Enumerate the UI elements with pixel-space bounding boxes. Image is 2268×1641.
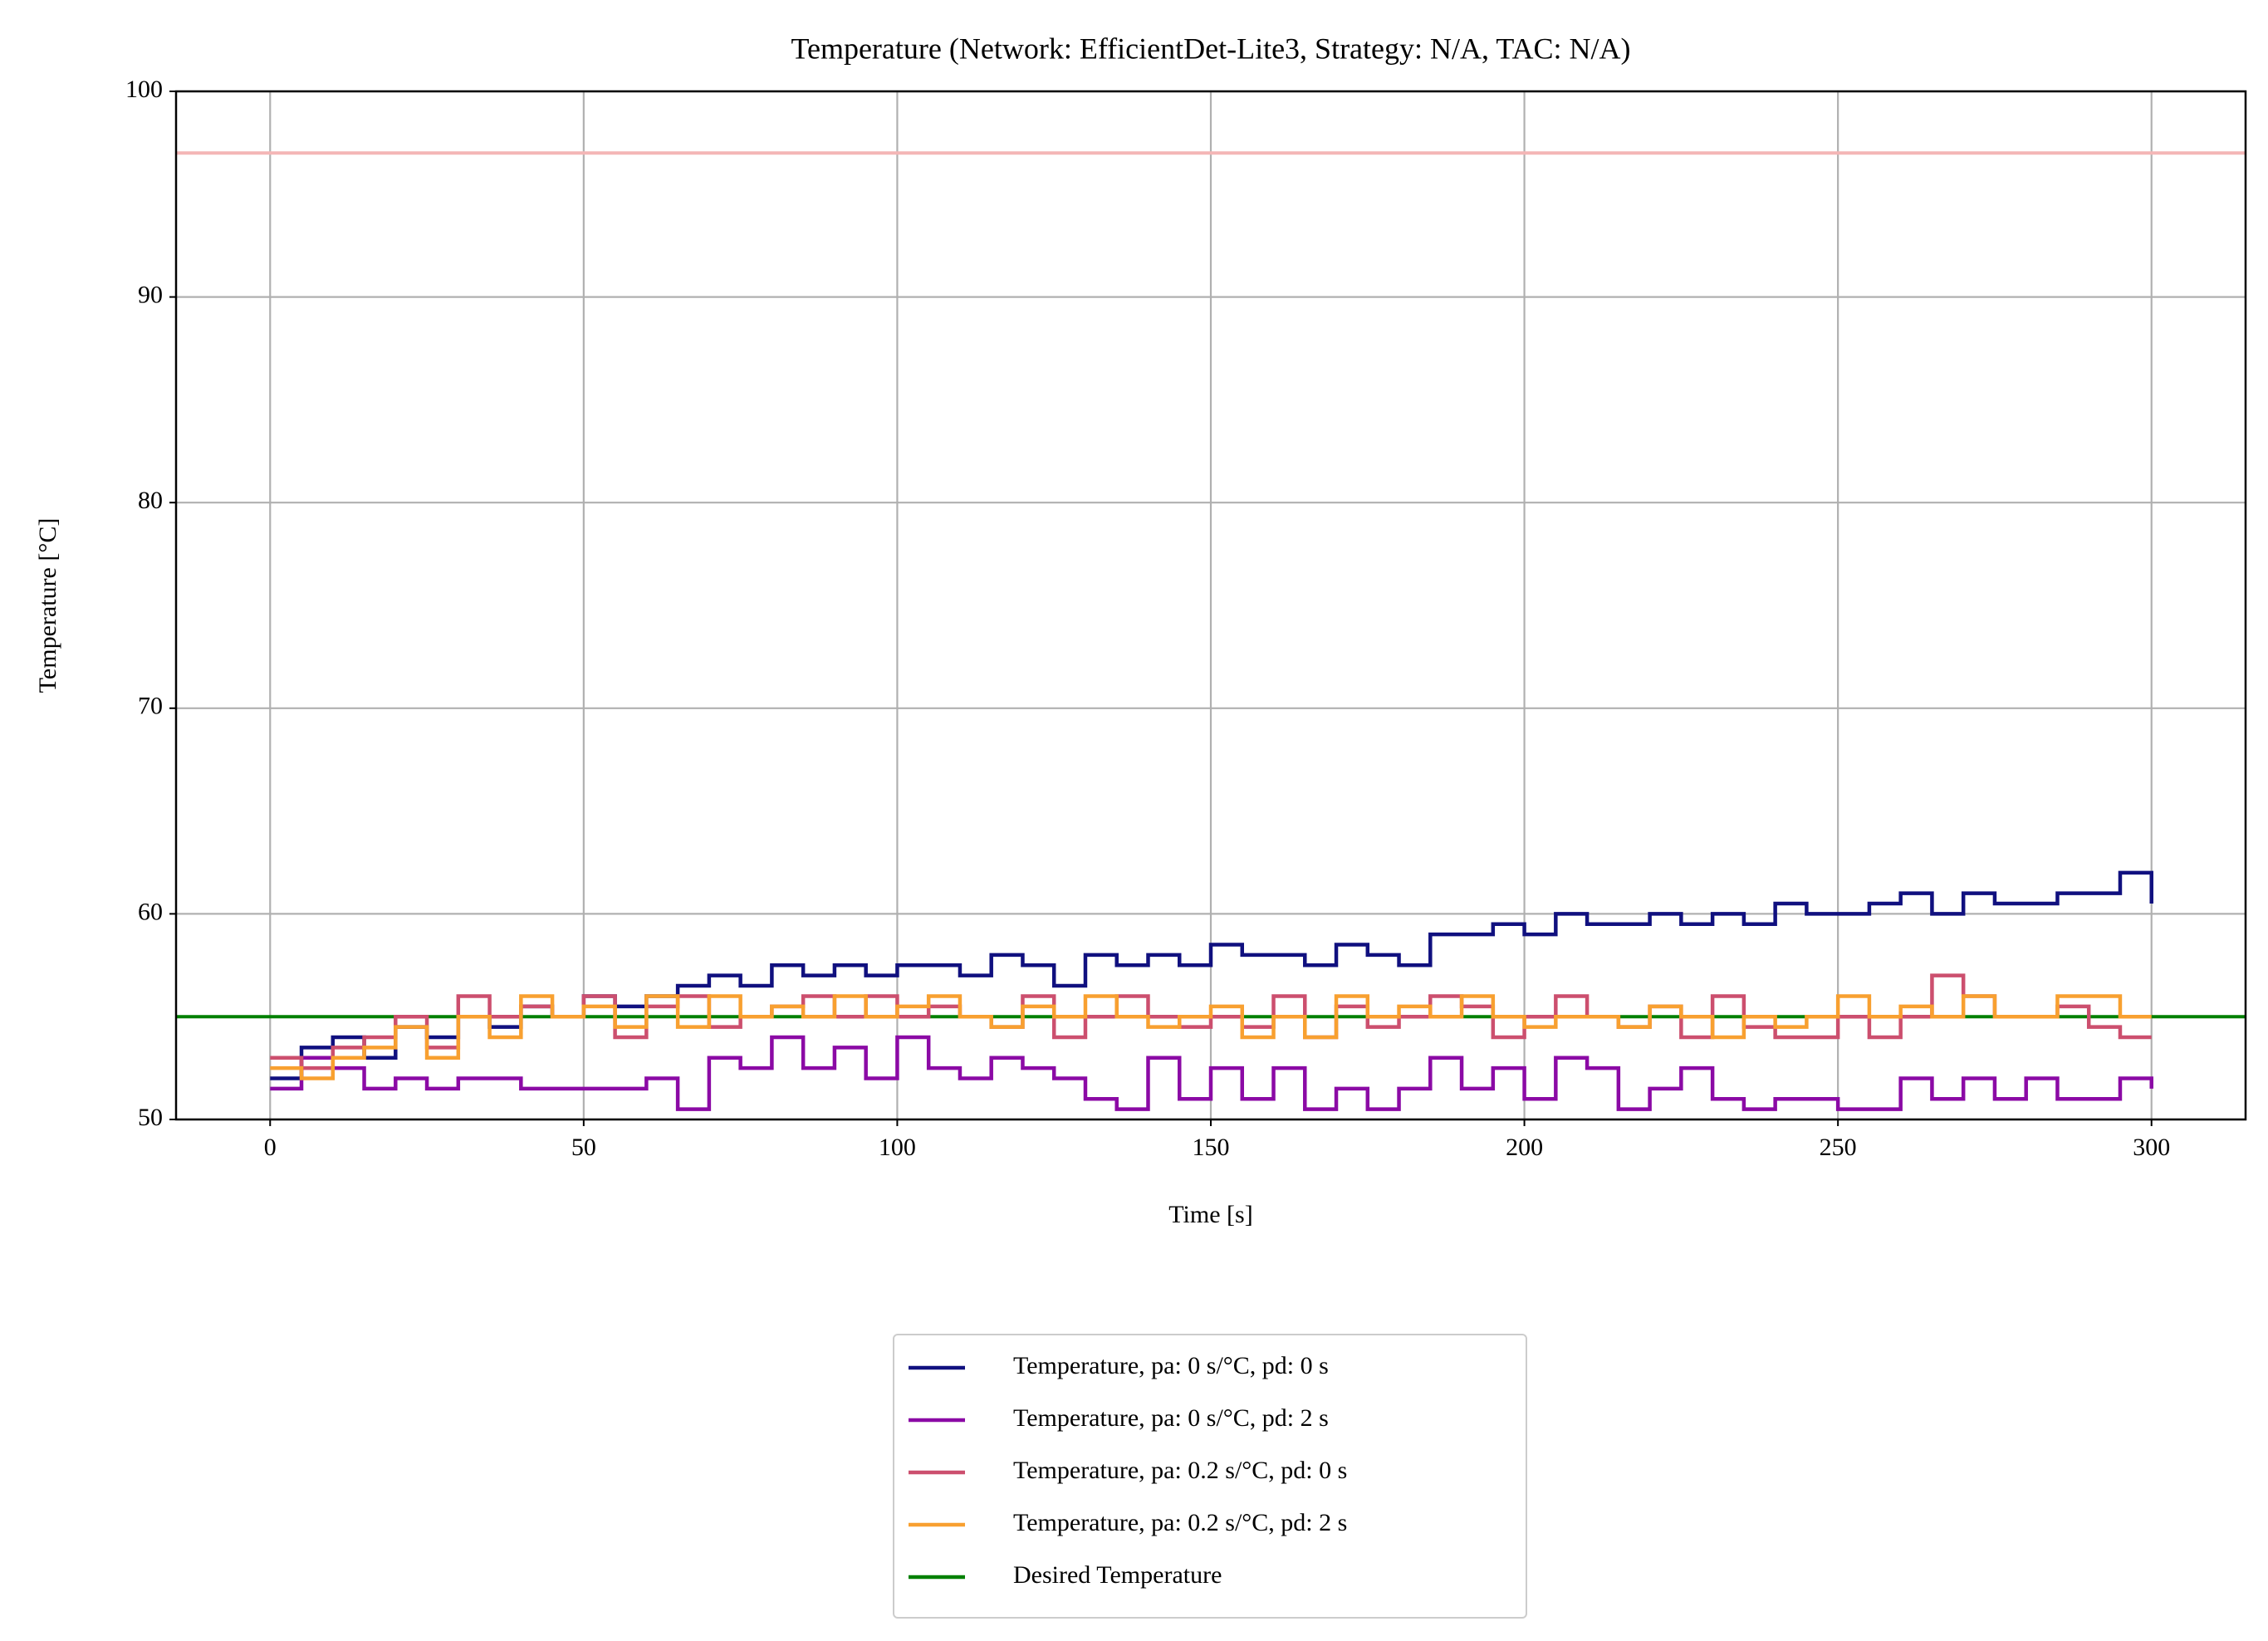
x-tick-label: 300 [2133,1134,2170,1161]
legend-frame [893,1334,1527,1619]
legend-label: Temperature, pa: 0.2 s/°C, pd: 2 s [1013,1509,1347,1536]
data-line [270,994,2152,1080]
chart-title: Temperature (Network: EfficientDet-Lite3… [791,32,1631,65]
x-tick-label: 250 [1820,1134,1857,1161]
data-line [270,1035,2153,1111]
y-axis-label: Temperature [°C] [34,518,61,693]
y-tick-label: 50 [138,1104,163,1131]
x-tick-label: 100 [879,1134,916,1161]
legend-label: Temperature, pa: 0 s/°C, pd: 2 s [1013,1404,1329,1432]
x-tick-label: 0 [264,1134,277,1161]
plot-frame [174,90,2247,1121]
x-axis-label: Time [s] [1168,1201,1252,1228]
legend: Temperature, pa: 0 s/°C, pd: 0 s Temperat… [893,1334,1527,1619]
legend-label: Desired Temperature [1013,1561,1222,1589]
y-tick-label: 70 [138,693,163,720]
x-tick-label: 200 [1506,1134,1543,1161]
y-tick-label: 100 [125,76,163,103]
y-tick-label: 90 [138,281,163,308]
y-tick-label: 60 [138,898,163,925]
legend-label: Temperature, pa: 0.2 s/°C, pd: 0 s [1013,1457,1347,1484]
x-tick-label: 150 [1193,1134,1230,1161]
x-tick-label: 50 [571,1134,596,1161]
legend-label: Temperature, pa: 0 s/°C, pd: 0 s [1013,1352,1329,1379]
y-tick-label: 80 [138,487,163,514]
